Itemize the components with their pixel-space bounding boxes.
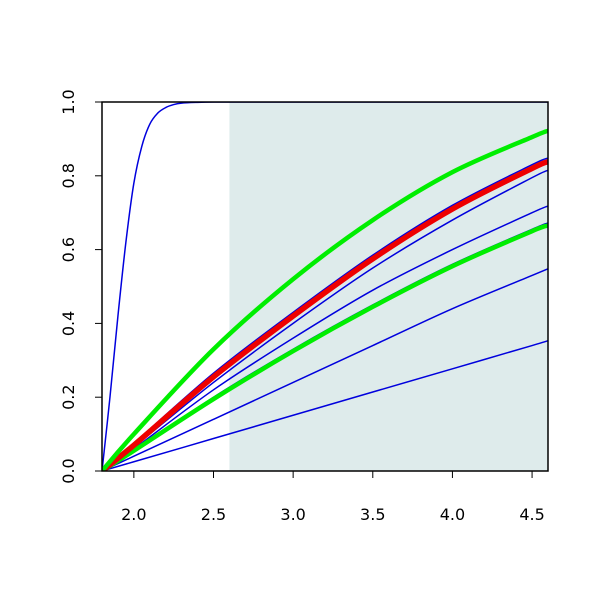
shaded-region <box>229 102 548 471</box>
series-line-2 <box>102 339 548 471</box>
x-axis: 2.0 2.5 3.0 3.5 4.0 4.5 <box>121 471 545 524</box>
x-tick-label: 4.5 <box>519 505 544 524</box>
x-tick-label: 3.0 <box>280 505 305 524</box>
y-tick-label: 0.6 <box>59 237 78 262</box>
y-tick-label: 0.8 <box>59 163 78 188</box>
y-tick-label: 1.0 <box>59 89 78 114</box>
x-tick-label: 4.0 <box>440 505 465 524</box>
y-tick-label: 0.4 <box>59 311 78 336</box>
x-tick-label: 3.5 <box>360 505 385 524</box>
series-lines <box>102 102 548 471</box>
series-line-1 <box>102 102 548 471</box>
y-axis: 0.0 0.2 0.4 0.6 0.8 1.0 <box>59 89 102 484</box>
series-line-5 <box>102 205 548 471</box>
series-line-3 <box>102 268 548 471</box>
series-line-9 <box>102 159 548 471</box>
plot-area <box>101 101 549 472</box>
plot-frame <box>101 101 549 472</box>
y-tick-label: 0.2 <box>59 384 78 409</box>
series-line-8 <box>102 223 548 471</box>
y-tick-label: 0.0 <box>59 458 78 483</box>
series-line-10 <box>102 128 548 471</box>
x-tick-label: 2.5 <box>201 505 226 524</box>
x-tick-label: 2.0 <box>121 505 146 524</box>
